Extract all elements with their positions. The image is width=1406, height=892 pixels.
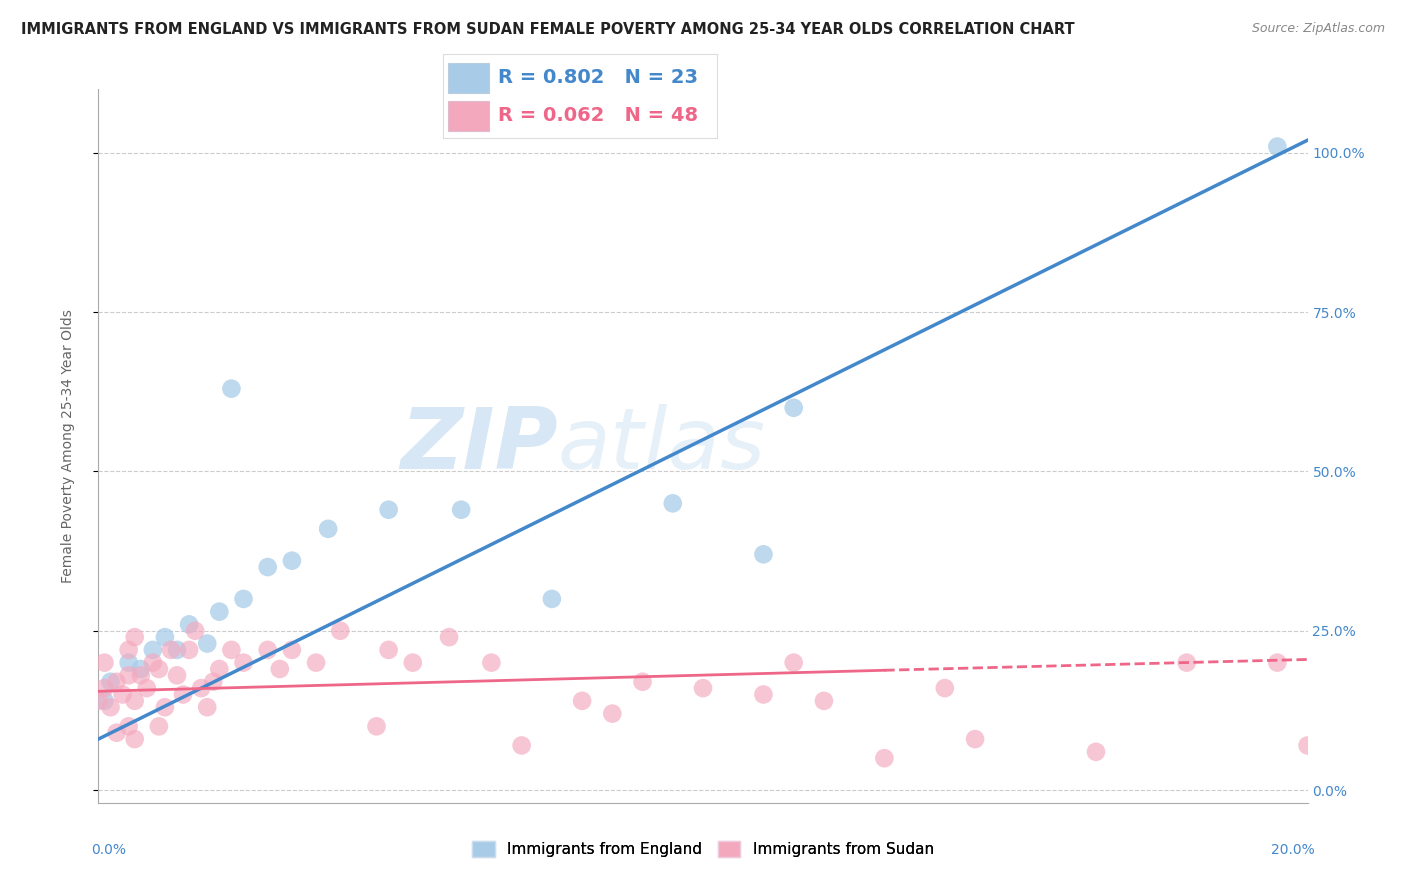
FancyBboxPatch shape [449,62,489,93]
Point [166,643,188,657]
Point [118,719,141,733]
Y-axis label: Female Poverty Among 25-34 Year Olds: Female Poverty Among 25-34 Year Olds [60,309,75,583]
Point [153,700,176,714]
Point [129,668,152,682]
Point [377,502,399,516]
Point [184,624,207,638]
Point [752,547,775,561]
Point [179,643,201,657]
Point [190,681,212,695]
Point [783,656,806,670]
Point [437,630,460,644]
Point [221,643,243,657]
Point [195,700,218,714]
Text: 20.0%: 20.0% [1271,843,1315,857]
Point [93,656,115,670]
Point [135,681,157,695]
Point [965,732,987,747]
Point [366,719,388,733]
Point [256,560,278,574]
Point [87,694,110,708]
Text: R = 0.062   N = 48: R = 0.062 N = 48 [498,106,697,125]
Text: IMMIGRANTS FROM ENGLAND VS IMMIGRANTS FROM SUDAN FEMALE POVERTY AMONG 25-34 YEAR: IMMIGRANTS FROM ENGLAND VS IMMIGRANTS FR… [21,22,1074,37]
Point [166,668,188,682]
Point [124,630,146,644]
Point [105,725,128,739]
Point [571,694,593,708]
Point [93,681,115,695]
FancyBboxPatch shape [449,101,489,130]
Point [631,674,654,689]
Legend: Immigrants from England, Immigrants from Sudan: Immigrants from England, Immigrants from… [465,835,941,863]
Text: Source: ZipAtlas.com: Source: ZipAtlas.com [1251,22,1385,36]
Point [752,688,775,702]
Point [129,662,152,676]
Point [450,502,472,516]
Point [316,522,339,536]
Point [256,643,278,657]
Point [510,739,533,753]
Point [602,706,624,721]
Point [124,732,146,747]
Point [232,656,254,670]
Point [179,617,201,632]
Point [540,591,562,606]
Text: ZIP: ZIP [401,404,558,488]
Point [100,674,122,689]
Point [1267,139,1289,153]
Point [142,643,165,657]
Point [221,382,243,396]
Point [873,751,896,765]
Text: R = 0.802   N = 23: R = 0.802 N = 23 [498,68,697,87]
Point [172,688,194,702]
Point [118,643,141,657]
Point [93,694,115,708]
Point [111,688,134,702]
Point [118,668,141,682]
Point [105,674,128,689]
Point [402,656,425,670]
Point [329,624,352,638]
Point [281,643,304,657]
Text: atlas: atlas [558,404,766,488]
Point [481,656,503,670]
Point [661,496,683,510]
Point [1085,745,1108,759]
Point [692,681,714,695]
Point [100,700,122,714]
Point [148,662,170,676]
Point [934,681,956,695]
Point [118,656,141,670]
Point [208,662,231,676]
Text: 0.0%: 0.0% [91,843,127,857]
Point [269,662,291,676]
Point [813,694,835,708]
Point [1296,739,1319,753]
Point [281,554,304,568]
Point [124,694,146,708]
Point [153,630,176,644]
Point [195,636,218,650]
Point [377,643,399,657]
Point [160,643,183,657]
Point [148,719,170,733]
Point [1175,656,1198,670]
Point [202,674,225,689]
Point [208,605,231,619]
Point [305,656,328,670]
Point [142,656,165,670]
Point [232,591,254,606]
Point [783,401,806,415]
Point [1267,656,1289,670]
